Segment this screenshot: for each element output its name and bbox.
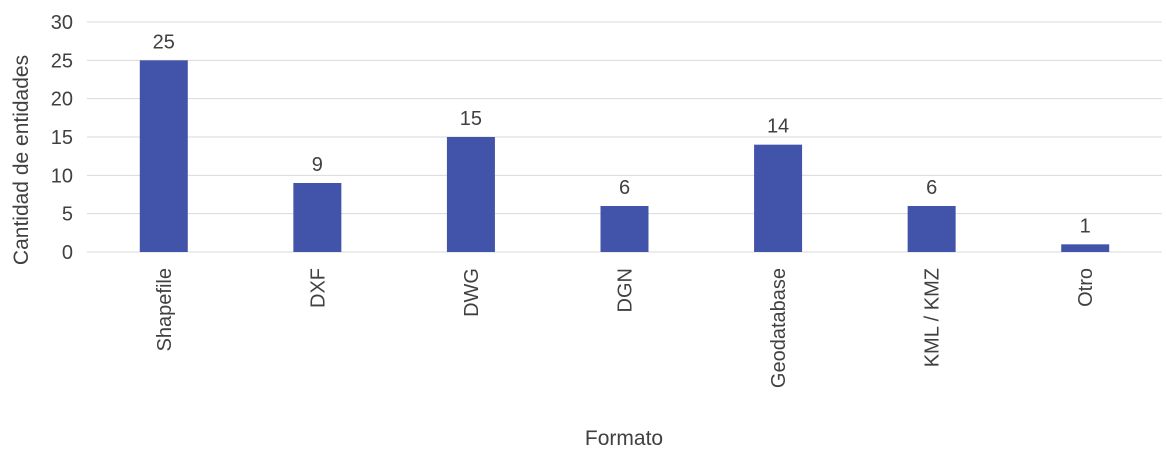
data-label: 14 bbox=[767, 116, 789, 138]
y-tick-label: 10 bbox=[51, 165, 73, 187]
data-label: 25 bbox=[153, 31, 175, 53]
x-tick-label: Shapefile bbox=[154, 268, 176, 351]
data-label: 1 bbox=[1080, 215, 1091, 237]
x-tick-label: Otro bbox=[1075, 268, 1097, 307]
x-tick-label: DGN bbox=[615, 268, 637, 312]
bar-0 bbox=[139, 60, 188, 253]
gridlines bbox=[87, 21, 1162, 253]
y-axis-tick-labels: 0 5 10 15 20 25 30 bbox=[51, 12, 73, 264]
y-axis-title: Cantidad de entidades bbox=[10, 55, 33, 265]
y-tick-label: 0 bbox=[62, 242, 73, 264]
data-label: 6 bbox=[926, 177, 937, 199]
data-label: 6 bbox=[619, 177, 630, 199]
bar-4 bbox=[754, 144, 803, 252]
x-tick-label: DWG bbox=[461, 268, 483, 317]
x-tick-label: KML / KMZ bbox=[922, 268, 944, 367]
y-tick-label: 30 bbox=[51, 12, 73, 34]
x-tick-label: DXF bbox=[307, 268, 329, 308]
bar-1 bbox=[293, 183, 342, 252]
x-axis-title: Formato bbox=[585, 427, 663, 450]
data-labels: 25 9 15 6 14 6 1 bbox=[153, 31, 1091, 237]
bars bbox=[139, 60, 1110, 253]
y-tick-label: 25 bbox=[51, 50, 73, 72]
bar-3 bbox=[600, 206, 649, 252]
y-tick-label: 5 bbox=[62, 204, 73, 226]
data-label: 9 bbox=[312, 154, 323, 176]
x-axis-tick-labels: Shapefile DXF DWG DGN Geodatabase KML / KMZ Ot… bbox=[154, 268, 1097, 388]
bar-2 bbox=[446, 137, 495, 252]
data-label: 15 bbox=[460, 108, 482, 130]
bar-6 bbox=[1061, 244, 1110, 252]
x-tick-label: Geodatabase bbox=[768, 268, 790, 388]
y-tick-label: 15 bbox=[51, 127, 73, 149]
bar-5 bbox=[907, 206, 956, 252]
y-tick-label: 20 bbox=[51, 89, 73, 111]
